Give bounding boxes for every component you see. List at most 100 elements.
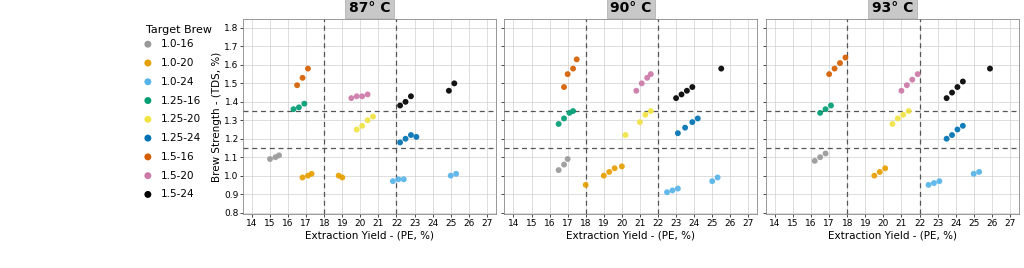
Point — [817, 107, 834, 111]
X-axis label: Extraction Yield - (PE, %): Extraction Yield - (PE, %) — [827, 230, 956, 240]
Point — [565, 66, 582, 71]
Point — [866, 173, 883, 178]
Text: 1.5-20: 1.5-20 — [161, 171, 194, 181]
Text: 1.0-24: 1.0-24 — [161, 77, 194, 87]
Point — [831, 61, 848, 65]
Point — [271, 153, 288, 158]
Point — [971, 170, 987, 174]
Point — [440, 89, 457, 93]
Point — [300, 173, 316, 178]
Point — [632, 120, 648, 124]
Point — [944, 133, 961, 137]
Point — [877, 166, 893, 170]
X-axis label: Extraction Yield - (PE, %): Extraction Yield - (PE, %) — [305, 230, 434, 240]
Point — [556, 162, 572, 167]
Point — [617, 133, 634, 137]
Text: 1.25-24: 1.25-24 — [161, 133, 201, 143]
Point — [713, 66, 729, 71]
Point — [262, 157, 279, 161]
Y-axis label: Brew Strength - (TDS, %): Brew Strength - (TDS, %) — [212, 51, 221, 182]
Point — [348, 127, 365, 132]
Point — [637, 113, 653, 117]
Point — [139, 117, 156, 121]
Point — [949, 85, 966, 89]
Point — [665, 188, 681, 192]
Point — [949, 127, 966, 132]
Point — [559, 157, 575, 161]
Point — [397, 137, 414, 141]
Text: 90° C: 90° C — [610, 1, 651, 15]
Point — [944, 90, 961, 95]
Point — [139, 155, 156, 159]
Point — [670, 187, 686, 191]
Point — [139, 136, 156, 140]
Point — [139, 98, 156, 103]
Point — [954, 124, 971, 128]
Point — [359, 118, 376, 122]
Point — [921, 183, 937, 187]
Point — [684, 85, 700, 89]
Point — [658, 190, 675, 194]
Point — [982, 66, 998, 71]
Point — [954, 79, 971, 84]
Point — [684, 120, 700, 124]
Point — [139, 80, 156, 84]
Point — [578, 183, 594, 187]
Point — [668, 96, 684, 100]
Point — [643, 109, 659, 113]
Point — [390, 177, 407, 181]
Point — [838, 55, 854, 60]
Point — [289, 83, 305, 87]
Point — [286, 107, 302, 111]
Point — [300, 66, 316, 71]
Point — [705, 179, 721, 183]
Point — [139, 173, 156, 178]
Point — [926, 181, 942, 185]
Point — [446, 81, 463, 85]
Point — [385, 179, 401, 183]
Point — [565, 109, 582, 113]
X-axis label: Extraction Yield - (PE, %): Extraction Yield - (PE, %) — [566, 230, 695, 240]
Point — [294, 175, 310, 180]
Text: 1.5-24: 1.5-24 — [161, 189, 194, 199]
Point — [402, 133, 419, 137]
Point — [139, 61, 156, 65]
Point — [674, 92, 690, 96]
Point — [392, 140, 409, 144]
Point — [359, 92, 376, 96]
Point — [670, 131, 686, 135]
Point — [568, 57, 585, 62]
Text: Target Brew: Target Brew — [146, 25, 212, 35]
Point — [402, 94, 419, 98]
Point — [966, 172, 982, 176]
Point — [139, 192, 156, 197]
Point — [634, 81, 650, 85]
Point — [807, 159, 823, 163]
Point — [551, 122, 567, 126]
Point — [899, 83, 915, 87]
Point — [442, 173, 459, 178]
Point — [354, 124, 371, 128]
Text: 87° C: 87° C — [348, 1, 390, 15]
Point — [938, 137, 954, 141]
Text: 1.5-16: 1.5-16 — [161, 152, 194, 162]
Point — [294, 76, 310, 80]
Text: 1.25-20: 1.25-20 — [161, 114, 201, 124]
Point — [628, 89, 644, 93]
Point — [556, 116, 572, 121]
Text: 1.0-16: 1.0-16 — [161, 39, 194, 49]
Point — [613, 164, 630, 169]
Point — [909, 72, 926, 76]
Point — [900, 109, 916, 113]
Point — [822, 103, 839, 108]
Point — [334, 175, 350, 180]
Point — [871, 170, 888, 174]
Point — [812, 155, 828, 159]
Point — [392, 103, 409, 108]
Text: 1.0-20: 1.0-20 — [161, 58, 194, 68]
Point — [343, 96, 359, 100]
Point — [606, 166, 623, 170]
Point — [409, 135, 425, 139]
Point — [559, 72, 575, 76]
Point — [601, 170, 617, 174]
